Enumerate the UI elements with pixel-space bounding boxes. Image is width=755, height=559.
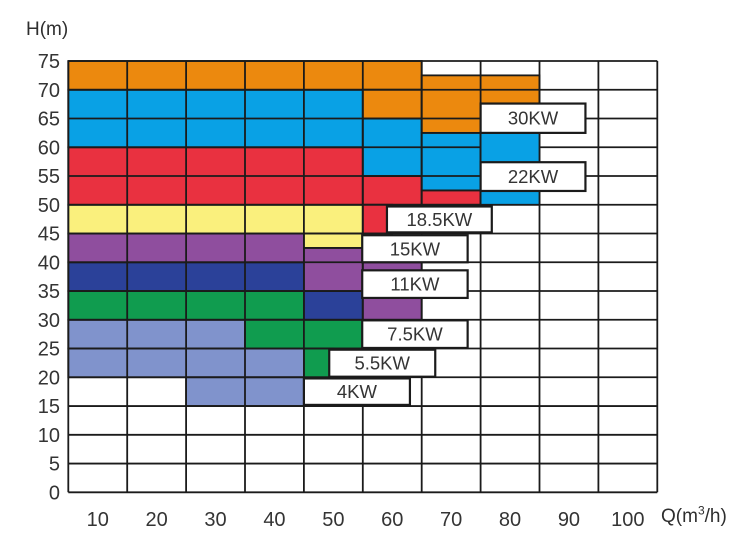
power-label-box-5.5KW: [328, 348, 437, 378]
power-label-text-11KW: 11KW: [390, 274, 440, 295]
x-tick-label-70: 70: [440, 509, 462, 531]
region-rect-15KW: [67, 203, 364, 235]
y-tick-label-50: 50: [38, 195, 60, 217]
power-label-box-7.5KW: [361, 319, 469, 350]
x-axis-title-prefix: Q(m: [661, 506, 698, 527]
region-rect-30KW: [361, 88, 423, 120]
x-tick-label-60: 60: [381, 509, 403, 531]
x-tick-label-80: 80: [499, 509, 521, 531]
x-tick-label-30: 30: [204, 509, 226, 531]
x-axis-title: Q(m3/h): [661, 503, 727, 528]
x-tick-label-10: 10: [87, 509, 109, 531]
power-label-text-4KW: 4KW: [337, 381, 378, 402]
y-tick-label-0: 0: [49, 482, 60, 504]
power-label-box-4KW: [302, 377, 412, 406]
region-rect-7.5KW: [302, 290, 364, 321]
x-axis-title-suffix: /h): [704, 506, 727, 527]
y-tick-label-45: 45: [38, 224, 60, 246]
x-tick-label-20: 20: [146, 509, 168, 531]
power-label-box-11KW: [361, 269, 469, 300]
region-rect-18.5KW: [361, 175, 423, 206]
y-tick-label-55: 55: [38, 166, 60, 188]
power-label-text-18.5KW: 18.5KW: [406, 209, 472, 230]
x-tick-label-100: 100: [611, 509, 644, 531]
y-tick-label-20: 20: [38, 367, 60, 389]
region-rect-4KW: [67, 318, 246, 350]
x-axis-title-superscript: 3: [697, 503, 705, 518]
y-tick-label-15: 15: [38, 396, 60, 418]
power-label-text-5.5KW: 5.5KW: [354, 353, 410, 374]
power-label-box-15KW: [361, 234, 469, 264]
y-tick-label-30: 30: [38, 310, 60, 332]
power-label-box-30KW: [479, 102, 587, 134]
region-rect-18.5KW: [420, 189, 482, 206]
y-tick-label-40: 40: [38, 252, 60, 274]
power-label-box-18.5KW: [385, 205, 493, 234]
y-tick-label-35: 35: [38, 281, 60, 303]
y-tick-label-5: 5: [49, 454, 60, 476]
region-rect-11KW: [302, 246, 364, 292]
power-label-text-30KW: 30KW: [508, 108, 559, 129]
y-tick-label-70: 70: [38, 80, 60, 102]
y-tick-label-25: 25: [38, 339, 60, 361]
x-tick-label-40: 40: [263, 509, 285, 531]
y-tick-label-65: 65: [38, 109, 60, 131]
y-tick-label-60: 60: [38, 137, 60, 159]
y-tick-label-75: 75: [38, 51, 60, 73]
region-rect-22KW: [420, 131, 482, 192]
x-tick-label-50: 50: [322, 509, 344, 531]
power-label-text-22KW: 22KW: [508, 166, 559, 187]
y-axis-title: H(m): [26, 19, 69, 40]
power-label-text-7.5KW: 7.5KW: [387, 324, 443, 345]
region-rect-15KW: [302, 232, 364, 249]
power-label-box-22KW: [479, 161, 587, 193]
power-label-text-15KW: 15KW: [390, 238, 441, 259]
x-tick-label-90: 90: [558, 509, 580, 531]
y-tick-label-10: 10: [38, 425, 60, 447]
